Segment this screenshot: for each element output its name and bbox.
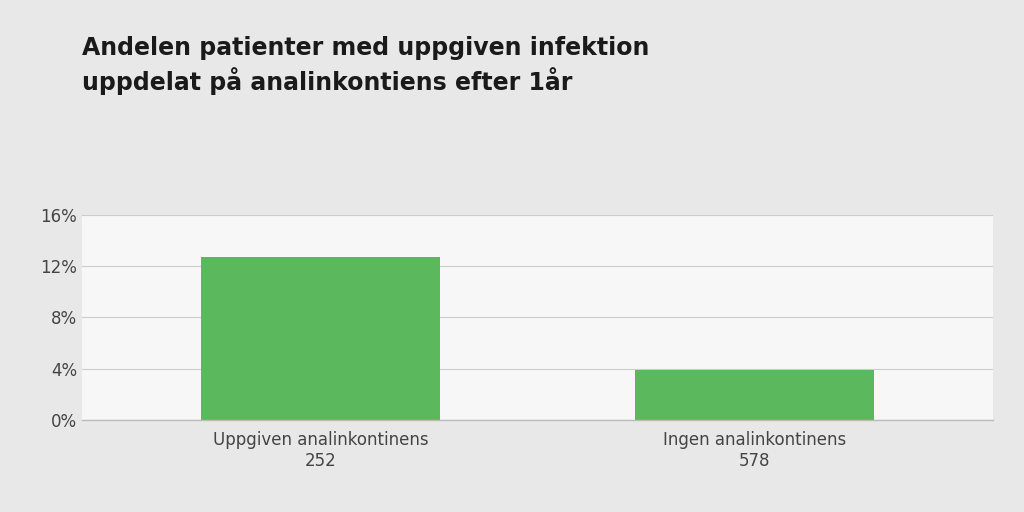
Text: Andelen patienter med uppgiven infektion
uppdelat på analinkontiens efter 1år: Andelen patienter med uppgiven infektion… [82, 36, 649, 95]
Bar [635, 370, 873, 420]
Bar [202, 257, 440, 420]
